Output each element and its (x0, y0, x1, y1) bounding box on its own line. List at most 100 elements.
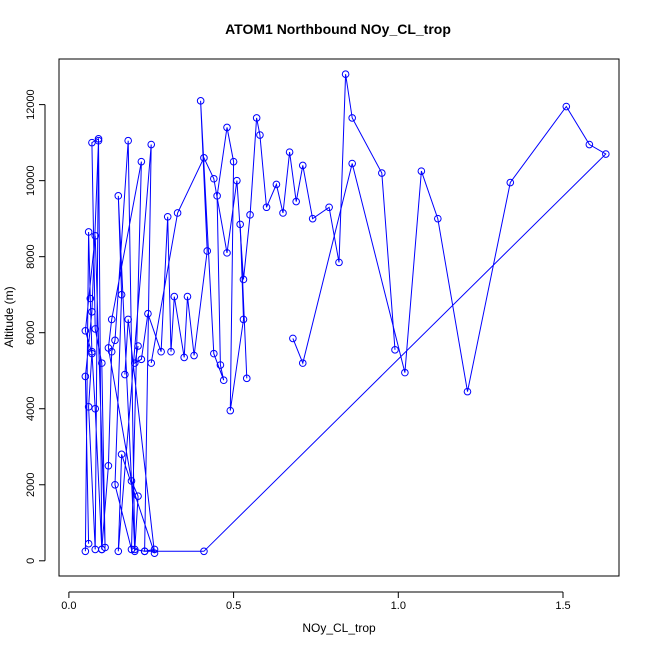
data-point (233, 176, 241, 185)
data-point (289, 334, 297, 343)
y-tick-label: 12000 (25, 89, 37, 120)
data-point (200, 154, 208, 162)
data-point (203, 247, 212, 255)
data-point (252, 114, 261, 122)
data-point (81, 327, 90, 335)
data-point (86, 294, 95, 303)
chart-title: ATOM1 Northbound NOy_CL_trop (225, 21, 451, 37)
y-tick-label: 2000 (25, 473, 37, 497)
data-point (117, 290, 126, 299)
data-point (137, 355, 146, 364)
data-point (117, 450, 126, 459)
data-point (239, 315, 248, 324)
data-point (167, 347, 175, 356)
y-axis: 0 2000 4000 6000 8000 10000 12000 (25, 89, 46, 564)
data-point (298, 161, 307, 170)
data-point (94, 135, 103, 143)
data-point (124, 136, 132, 145)
data-point (401, 368, 409, 377)
data-point (91, 231, 100, 240)
y-tick-label: 10000 (25, 165, 37, 196)
data-point (210, 349, 218, 358)
data-point (94, 136, 103, 145)
data-point (226, 406, 235, 415)
data-point (130, 545, 139, 554)
data-point (114, 192, 123, 200)
data-point (190, 351, 198, 360)
data-point (111, 336, 119, 345)
data-point (81, 372, 90, 381)
data-point (150, 545, 159, 554)
x-axis: 0.0 0.5 1.0 1.5 (61, 591, 571, 612)
data-point (134, 492, 142, 500)
series-line-4 (150, 74, 396, 364)
data-point (88, 307, 96, 316)
y-tick-label: 6000 (25, 320, 37, 344)
data-point (223, 123, 231, 132)
data-point (183, 292, 192, 301)
data-point (196, 97, 205, 105)
data-point (239, 275, 248, 284)
data-point (88, 349, 96, 358)
y-tick-label: 8000 (25, 244, 37, 268)
x-tick-label: 0.5 (226, 600, 241, 612)
data-point (434, 214, 442, 223)
series-layer (81, 70, 610, 557)
data-point (134, 342, 142, 350)
plot-frame (58, 58, 620, 577)
series-line-1 (84, 137, 106, 552)
data-point (163, 212, 172, 221)
data-point (417, 167, 426, 175)
data-point (216, 361, 225, 369)
data-point (127, 477, 136, 485)
data-point (88, 347, 96, 356)
data-point (256, 131, 264, 139)
data-point (279, 209, 287, 217)
data-point (111, 480, 119, 489)
data-point (170, 292, 179, 301)
data-point (147, 359, 156, 367)
data-point (173, 209, 182, 217)
data-point (378, 169, 386, 177)
data-point (84, 539, 93, 548)
series-line-5 (144, 105, 607, 552)
data-point (298, 359, 307, 367)
data-point (219, 376, 228, 385)
data-point (210, 174, 218, 183)
data-point (506, 178, 515, 187)
data-point (391, 346, 399, 354)
y-axis-label: Altitude (m) (2, 286, 16, 347)
data-point (180, 353, 188, 362)
data-point (121, 370, 129, 379)
series-line-3 (134, 100, 248, 411)
x-tick-label: 1.5 (555, 600, 570, 612)
data-point (98, 545, 106, 554)
data-point (91, 325, 100, 333)
data-point (98, 359, 106, 367)
data-point (562, 102, 571, 111)
data-point (124, 315, 132, 324)
data-point (262, 203, 271, 212)
data-point (602, 150, 610, 158)
data-point (585, 140, 594, 149)
series-line-2 (101, 140, 155, 554)
data-point (292, 197, 300, 206)
data-point (223, 249, 231, 257)
data-point (84, 228, 93, 236)
data-point (127, 545, 136, 554)
x-tick-label: 1.0 (391, 600, 406, 612)
data-point (348, 159, 356, 168)
data-point (242, 374, 251, 383)
data-point (107, 315, 116, 324)
data-point (157, 347, 165, 356)
data-point (114, 547, 123, 556)
data-point (229, 157, 238, 166)
data-point (147, 140, 156, 149)
data-point (200, 547, 208, 556)
data-point (325, 203, 333, 212)
data-point (285, 148, 294, 156)
data-point (348, 114, 356, 122)
data-point (140, 547, 149, 556)
y-tick-label: 4000 (25, 396, 37, 420)
